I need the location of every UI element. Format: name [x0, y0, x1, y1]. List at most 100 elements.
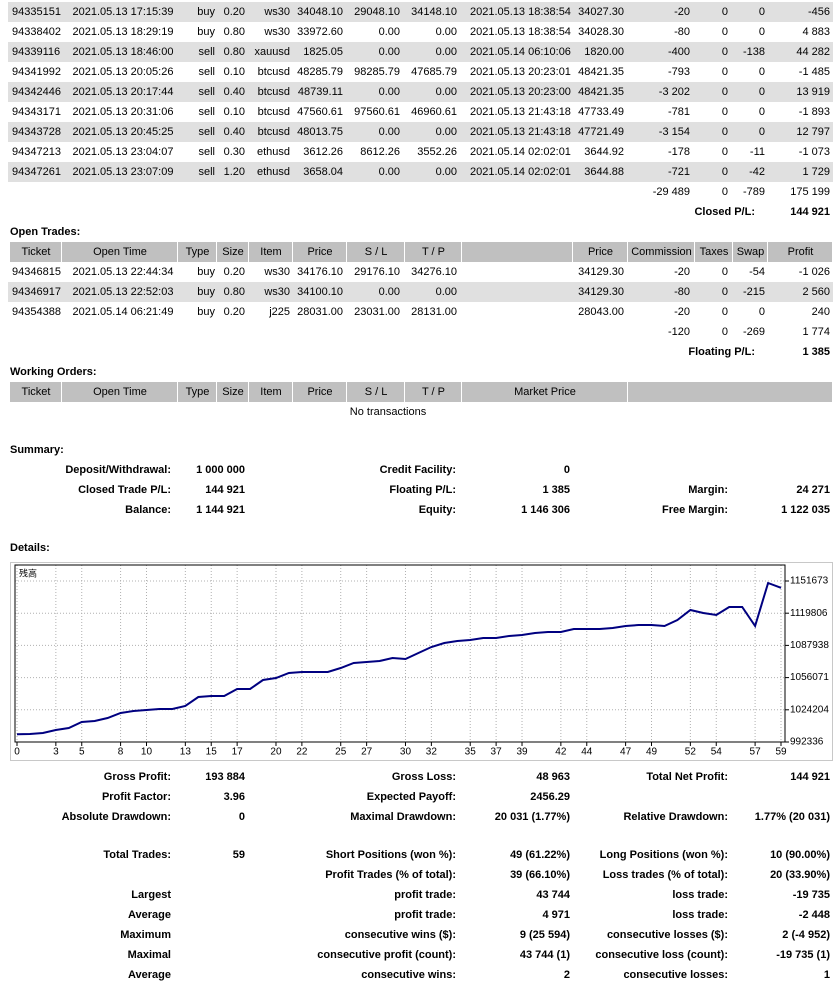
- x-tick-label: 42: [555, 747, 567, 758]
- value: 24 271: [796, 484, 830, 496]
- cell: buy: [197, 266, 215, 278]
- cell: 0.10: [224, 66, 245, 78]
- x-tick-label: 52: [685, 747, 697, 758]
- y-tick-label: 1151673: [790, 576, 829, 587]
- label: Maximum: [120, 929, 171, 941]
- cell: 0: [759, 6, 765, 18]
- value: 43 744: [536, 889, 571, 901]
- y-tick-label: 1087938: [790, 640, 829, 651]
- cell: 47733.49: [578, 106, 624, 118]
- cell: ws30: [263, 26, 290, 38]
- header-cell: [405, 242, 461, 262]
- cell: -20: [674, 306, 690, 318]
- header-cell: [293, 382, 346, 402]
- header-label: Item: [260, 246, 281, 258]
- cell: 94338402: [12, 26, 61, 38]
- value: 10 (90.00%): [770, 849, 830, 861]
- cell: 34276.10: [411, 266, 457, 278]
- x-tick-label: 47: [620, 747, 632, 758]
- x-tick-label: 5: [79, 747, 85, 758]
- label: Profit Factor:: [102, 791, 171, 803]
- header-cell: [249, 242, 292, 262]
- cell: 94343728: [12, 126, 61, 138]
- cell: 2021.05.13 20:23:01: [470, 66, 571, 78]
- y-tick-label: 992336: [790, 737, 824, 748]
- value: 1 146 306: [521, 504, 570, 516]
- header-label: Price: [307, 246, 332, 258]
- value: -2 448: [799, 909, 830, 921]
- label: consecutive losses ($):: [607, 929, 728, 941]
- cell: 0.40: [224, 86, 245, 98]
- cell: 3644.88: [584, 166, 624, 178]
- cell: 2021.05.13 20:23:00: [470, 86, 571, 98]
- cell: 13 919: [796, 86, 830, 98]
- cell: 48421.35: [578, 66, 624, 78]
- cell: 48285.79: [297, 66, 343, 78]
- cell: xauusd: [255, 46, 290, 58]
- total: -29 489: [653, 186, 690, 198]
- cell: -793: [668, 66, 690, 78]
- cell: 3658.04: [303, 166, 343, 178]
- value: 3.96: [224, 791, 245, 803]
- cell: 34027.30: [578, 6, 624, 18]
- label: loss trade:: [672, 909, 728, 921]
- cell: -3 154: [659, 126, 690, 138]
- header-label: Item: [260, 386, 281, 398]
- header-cell: [573, 242, 627, 262]
- cell: ws30: [263, 286, 290, 298]
- value: 2456.29: [530, 791, 570, 803]
- header-label: Taxes: [700, 246, 729, 258]
- cell: -1 485: [799, 66, 830, 78]
- total: -789: [743, 186, 765, 198]
- cell: ethusd: [257, 146, 290, 158]
- cell: 47560.61: [297, 106, 343, 118]
- label: profit trade:: [394, 889, 456, 901]
- cell: 0: [722, 106, 728, 118]
- header-cell: [347, 382, 404, 402]
- x-tick-label: 37: [491, 747, 503, 758]
- plot-area: [14, 564, 786, 743]
- value: 1 385: [542, 484, 570, 496]
- value: 39 (66.10%): [510, 869, 570, 881]
- total: -120: [668, 326, 690, 338]
- header-cell: [462, 242, 572, 262]
- cell: -11: [750, 146, 765, 158]
- header-label: Commission: [631, 246, 692, 258]
- cell: btcusd: [258, 106, 290, 118]
- header-cell: [293, 242, 346, 262]
- label: Floating P/L:: [389, 484, 456, 496]
- header-label: Swap: [737, 246, 765, 258]
- cell: 0.00: [436, 126, 457, 138]
- x-tick-label: 32: [426, 747, 438, 758]
- cell: sell: [198, 66, 215, 78]
- cell: 2 560: [802, 286, 830, 298]
- cell: -721: [668, 166, 690, 178]
- value: 48 963: [536, 771, 570, 783]
- header-label: Ticket: [22, 386, 51, 398]
- header-label: S / L: [365, 246, 388, 258]
- cell: 3644.92: [584, 146, 624, 158]
- value: 20 (33.90%): [770, 869, 830, 881]
- cell: 1820.00: [584, 46, 624, 58]
- cell: 94347213: [12, 146, 61, 158]
- cell: -20: [674, 6, 690, 18]
- value: 144 921: [790, 771, 830, 783]
- row-background: [8, 2, 833, 22]
- x-tick-label: 20: [270, 747, 282, 758]
- label: Closed Trade P/L:: [78, 484, 171, 496]
- label: Average: [128, 969, 171, 981]
- section-title: Summary:: [10, 444, 64, 456]
- label: Expected Payoff:: [367, 791, 456, 803]
- total: 175 199: [790, 186, 830, 198]
- row-background: [8, 42, 833, 62]
- value: 1.77% (20 031): [755, 811, 831, 823]
- cell: 2021.05.13 23:07:09: [73, 166, 174, 178]
- cell: 8612.26: [360, 146, 400, 158]
- cell: 0.00: [436, 166, 457, 178]
- cell: 0: [722, 126, 728, 138]
- cell: 0.00: [436, 46, 457, 58]
- x-tick-label: 10: [141, 747, 153, 758]
- x-tick-label: 15: [206, 747, 218, 758]
- cell: 94335151: [12, 6, 61, 18]
- label: consecutive wins:: [361, 969, 456, 981]
